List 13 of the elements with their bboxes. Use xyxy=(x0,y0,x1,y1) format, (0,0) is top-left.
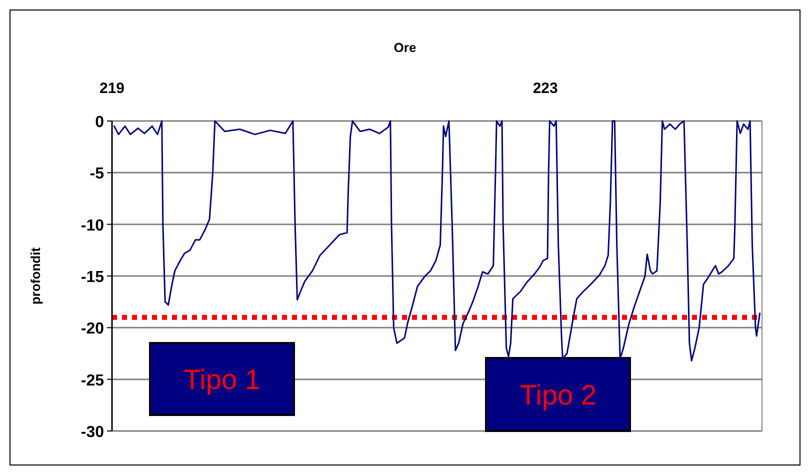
annotation: Tipo 2 xyxy=(520,380,596,410)
y-tick-label: -10 xyxy=(80,217,104,234)
y-tick-label: -30 xyxy=(80,424,104,441)
y-tick-label: -15 xyxy=(80,269,104,286)
x-axis-title: Ore xyxy=(394,40,416,55)
annotation: Tipo 1 xyxy=(184,364,260,395)
y-tick-label: 0 xyxy=(95,114,104,131)
y-tick-label: -20 xyxy=(80,320,104,338)
x-tick-label: 223 xyxy=(532,80,558,97)
x-tick-label: 219 xyxy=(99,80,125,97)
y-tick-label: -25 xyxy=(80,372,104,390)
y-axis-title: profondit xyxy=(28,246,43,305)
y-tick-label: -5 xyxy=(90,166,104,183)
